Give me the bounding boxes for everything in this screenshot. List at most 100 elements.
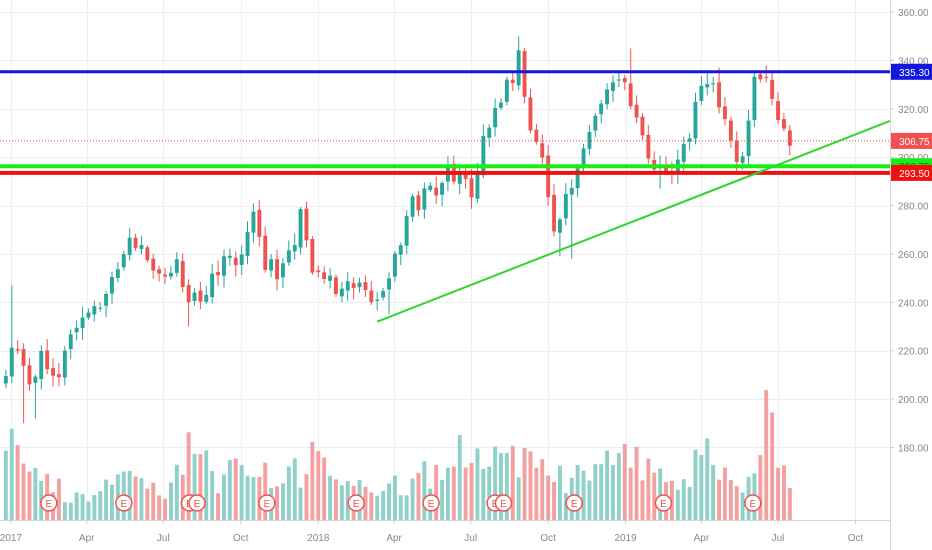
volume-bar [552,482,556,520]
volume-bar [186,432,191,520]
time-axis[interactable]: 2017 Apr Jul Oct 2018 Apr Jul Oct 2019 Apr Jul Oct [0,520,863,544]
candle-body [681,143,686,162]
volume-bar [151,482,156,520]
volume-bar [21,463,26,520]
earnings-marker[interactable]: E [422,494,440,512]
volume-bar [416,472,421,520]
earnings-marker-label: E [194,499,201,510]
price-label: 293.50 [891,164,932,181]
candle-body [581,148,586,169]
candle-body [599,103,604,115]
volume-bar [62,502,67,520]
candle-body [569,188,574,195]
candle-body [257,209,262,237]
volume-bar [605,450,609,520]
volume-bar [339,485,344,520]
candle-body [121,254,126,268]
candlesticks [3,36,792,424]
volume-bar [528,451,533,520]
candle-body [422,188,427,210]
trendline[interactable] [376,119,891,323]
earnings-marker-circle [188,494,206,512]
earnings-marker-circle [494,494,513,512]
candle-body [705,84,710,88]
candle-body [457,173,462,184]
candle-body [9,347,14,377]
candle-body [15,349,20,351]
volume-bar [622,444,627,520]
volume-bar [245,475,250,520]
candle-body [192,292,197,301]
earnings-marker-circle [744,494,762,512]
volume-bar [169,482,173,520]
volume-bar [758,455,763,520]
volume-bar [410,478,415,520]
candle-body [552,194,556,232]
price-label-background [891,132,932,149]
earnings-marker[interactable]: E [654,494,673,512]
volume-bar [711,465,716,520]
candle-body [593,115,598,131]
time-tick-label: Apr [79,533,95,544]
earnings-marker[interactable]: E [565,494,583,512]
volume-bar [298,487,303,520]
candle-body [563,193,568,219]
volume-bar [163,498,167,520]
price-label: 306.75 [891,132,932,149]
volume-bar [546,475,551,520]
candle-body [369,290,374,303]
candle-body [281,263,285,278]
earnings-marker[interactable]: E [188,494,206,512]
volume-bar [33,467,38,520]
volume-bar [717,479,721,520]
volume-bar [328,475,332,520]
earnings-events[interactable]: EEEEEEEEEEEE [40,494,762,512]
candle-body [110,277,114,294]
candle-body [227,255,232,258]
earnings-marker[interactable]: E [115,494,133,512]
earnings-marker-circle [422,494,440,512]
volume-bar [616,453,621,520]
earnings-marker[interactable]: E [347,494,365,512]
earnings-marker-label: E [120,499,127,510]
volume-bar [192,453,197,520]
earnings-marker[interactable]: E [258,494,276,512]
candle-body [752,76,757,120]
volume-bar [57,478,61,520]
trendline-group[interactable] [376,119,891,323]
candle-body [86,312,91,318]
candle-body [316,270,321,273]
candle-body [339,288,344,297]
volume-bar [770,412,775,520]
candle-body [522,51,527,97]
earnings-marker[interactable]: E [744,494,762,512]
candle-body [45,350,50,370]
earnings-marker[interactable]: E [40,494,58,512]
candle-body [169,272,173,277]
volume-bar [9,428,14,520]
volume-bar [174,464,179,520]
candle-body [693,101,698,139]
volume-bar [68,502,73,520]
volume-bar [499,453,503,520]
candle-body [298,209,303,248]
candle-body [210,273,215,298]
price-tick-label: 360.00 [898,8,929,19]
candle-body [145,247,150,261]
candle-body [628,83,633,107]
volume-bar [469,463,474,520]
volume-bar [304,474,309,520]
candle-body [481,135,486,176]
volume-bar [693,449,698,520]
candle-body [3,376,8,384]
earnings-marker-circle [40,494,58,512]
time-tick-label: 2019 [614,533,637,544]
horizontal-lines[interactable] [0,70,890,175]
candle-body [239,254,244,265]
earnings-marker[interactable]: E [494,494,513,512]
candle-body [357,282,362,288]
volume-bar [204,450,209,520]
candle-body [487,127,492,138]
